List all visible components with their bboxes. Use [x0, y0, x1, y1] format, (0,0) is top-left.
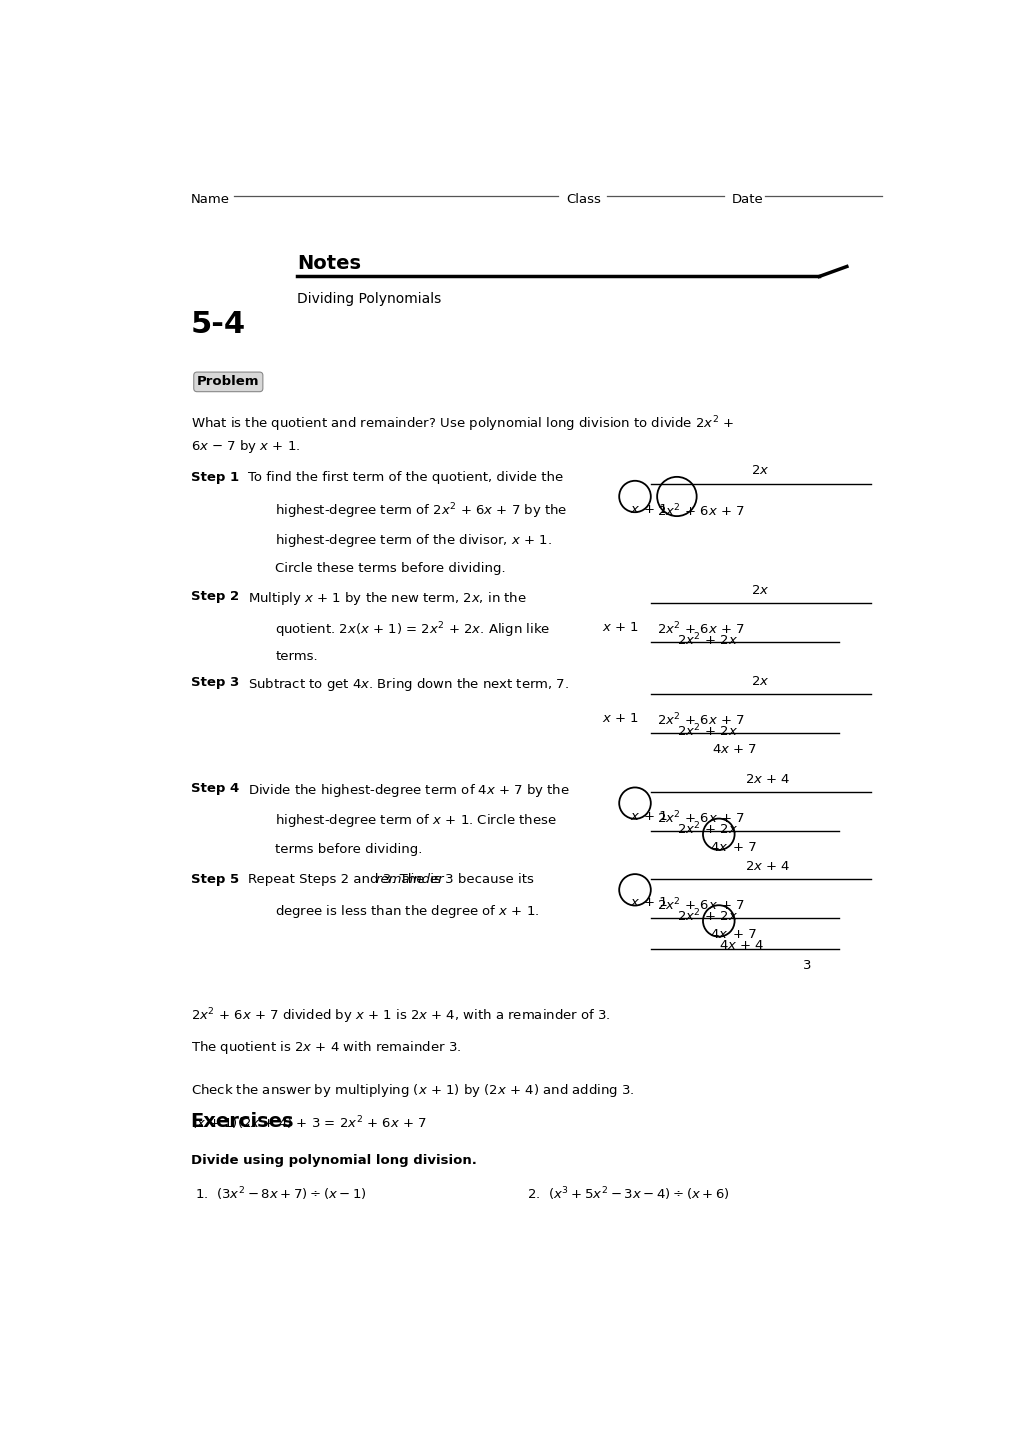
Text: Exercises: Exercises: [191, 1113, 293, 1131]
Text: terms before dividing.: terms before dividing.: [275, 843, 422, 856]
Text: $2x$ + 4: $2x$ + 4: [744, 773, 790, 786]
Text: + 7: + 7: [733, 928, 756, 941]
Text: Divide the highest-degree term of $4x$ + 7 by the: Divide the highest-degree term of $4x$ +…: [248, 782, 569, 799]
Text: 2.  $(x^3 + 5x^2 - 3x - 4) \div (x + 6)$: 2. $(x^3 + 5x^2 - 3x - 4) \div (x + 6)$: [522, 1185, 729, 1203]
Text: 3: 3: [802, 958, 811, 971]
Text: $2x^2$ + $6x$ + 7: $2x^2$ + $6x$ + 7: [656, 711, 744, 729]
Text: degree is less than the degree of $x$ + 1.: degree is less than the degree of $x$ + …: [275, 903, 539, 921]
Text: $2x$: $2x$: [750, 675, 768, 688]
Text: is 3 because its: is 3 because its: [426, 873, 534, 886]
Text: 5-4: 5-4: [191, 310, 246, 339]
Text: $2x$ + 4: $2x$ + 4: [744, 860, 790, 873]
Text: $x$: $x$: [630, 810, 640, 823]
Text: $2x$: $2x$: [750, 584, 768, 597]
Text: To find the first term of the quotient, divide the: To find the first term of the quotient, …: [248, 470, 562, 483]
Text: + 1: + 1: [643, 504, 666, 517]
Text: highest-degree term of $x$ + 1. Circle these: highest-degree term of $x$ + 1. Circle t…: [275, 812, 556, 830]
Text: $6x$ $-$ 7 by $x$ + 1.: $6x$ $-$ 7 by $x$ + 1.: [191, 437, 300, 455]
Text: $2x^2$ + $6x$ + 7 divided by $x$ + 1 is $2x$ + 4, with a remainder of 3.: $2x^2$ + $6x$ + 7 divided by $x$ + 1 is …: [191, 1007, 609, 1026]
Text: + 1: + 1: [643, 896, 666, 909]
Text: $x$ + 1: $x$ + 1: [601, 711, 638, 724]
Text: The quotient is $2x$ + 4 with remainder 3.: The quotient is $2x$ + 4 with remainder …: [191, 1039, 461, 1056]
Text: Class: Class: [566, 193, 600, 206]
Text: Repeat Steps 2 and 3. The: Repeat Steps 2 and 3. The: [248, 873, 428, 886]
Text: terms.: terms.: [275, 651, 318, 664]
Text: $2x^2$ + $6x$ + 7: $2x^2$ + $6x$ + 7: [656, 896, 744, 913]
Text: highest-degree term of the divisor, $x$ + 1.: highest-degree term of the divisor, $x$ …: [275, 531, 551, 548]
Text: 1.  $(3x^2 - 8x + 7) \div (x - 1)$: 1. $(3x^2 - 8x + 7) \div (x - 1)$: [191, 1185, 366, 1203]
Text: $2x^2$ + $2x$: $2x^2$ + $2x$: [677, 908, 737, 924]
Text: + 1: + 1: [643, 810, 666, 823]
Text: Name: Name: [191, 193, 229, 206]
Text: $2x^2$ + $6x$ + 7: $2x^2$ + $6x$ + 7: [656, 504, 744, 519]
Text: Problem: Problem: [197, 375, 259, 388]
Text: $4x$ + 4: $4x$ + 4: [718, 939, 763, 952]
Text: + 7: + 7: [733, 841, 756, 854]
Text: Check the answer by multiplying ($x$ + 1) by ($2x$ + 4) and adding 3.: Check the answer by multiplying ($x$ + 1…: [191, 1082, 634, 1100]
Text: Step 3: Step 3: [191, 677, 238, 690]
Text: $x$: $x$: [630, 896, 640, 909]
Text: $4x$ + 7: $4x$ + 7: [711, 743, 757, 756]
Text: highest-degree term of $2x^2$ + $6x$ + 7 by the: highest-degree term of $2x^2$ + $6x$ + 7…: [275, 501, 568, 521]
Text: Step 4: Step 4: [191, 782, 238, 795]
Text: Subtract to get $4x$. Bring down the next term, 7.: Subtract to get $4x$. Bring down the nex…: [248, 677, 569, 694]
Text: Step 1: Step 1: [191, 470, 238, 483]
Text: Notes: Notes: [298, 254, 361, 273]
Text: Step 5: Step 5: [191, 873, 238, 886]
Text: $2x^2$ + $2x$: $2x^2$ + $2x$: [677, 821, 737, 837]
Text: $2x$: $2x$: [750, 465, 768, 478]
Text: Circle these terms before dividing.: Circle these terms before dividing.: [275, 561, 505, 574]
Text: $x$ + 1: $x$ + 1: [601, 620, 638, 633]
Text: $2x^2$ + $6x$ + 7: $2x^2$ + $6x$ + 7: [656, 620, 744, 638]
Text: ($x$ + 1)($2x$ + 4) + 3 = $2x^2$ + $6x$ + 7: ($x$ + 1)($2x$ + 4) + 3 = $2x^2$ + $6x$ …: [191, 1115, 426, 1133]
Text: $4x$: $4x$: [709, 841, 728, 854]
Text: Dividing Polynomials: Dividing Polynomials: [298, 291, 441, 306]
Text: $x$: $x$: [630, 504, 640, 517]
Text: Divide using polynomial long division.: Divide using polynomial long division.: [191, 1154, 476, 1167]
Text: $4x$: $4x$: [709, 928, 728, 941]
Text: What is the quotient and remainder? Use polynomial long division to divide $2x^2: What is the quotient and remainder? Use …: [191, 414, 734, 434]
Text: $2x^2$ + $2x$: $2x^2$ + $2x$: [677, 632, 737, 649]
Text: Date: Date: [732, 193, 763, 206]
Text: remainder: remainder: [375, 873, 444, 886]
Text: Multiply $x$ + 1 by the new term, $2x$, in the: Multiply $x$ + 1 by the new term, $2x$, …: [248, 590, 526, 608]
Text: quotient. $2x$($x$ + 1) = $2x^2$ + $2x$. Align like: quotient. $2x$($x$ + 1) = $2x^2$ + $2x$.…: [275, 620, 550, 639]
Text: $2x^2$ + $6x$ + 7: $2x^2$ + $6x$ + 7: [656, 810, 744, 827]
Text: $2x^2$ + $2x$: $2x^2$ + $2x$: [677, 723, 737, 740]
Text: Step 2: Step 2: [191, 590, 238, 603]
